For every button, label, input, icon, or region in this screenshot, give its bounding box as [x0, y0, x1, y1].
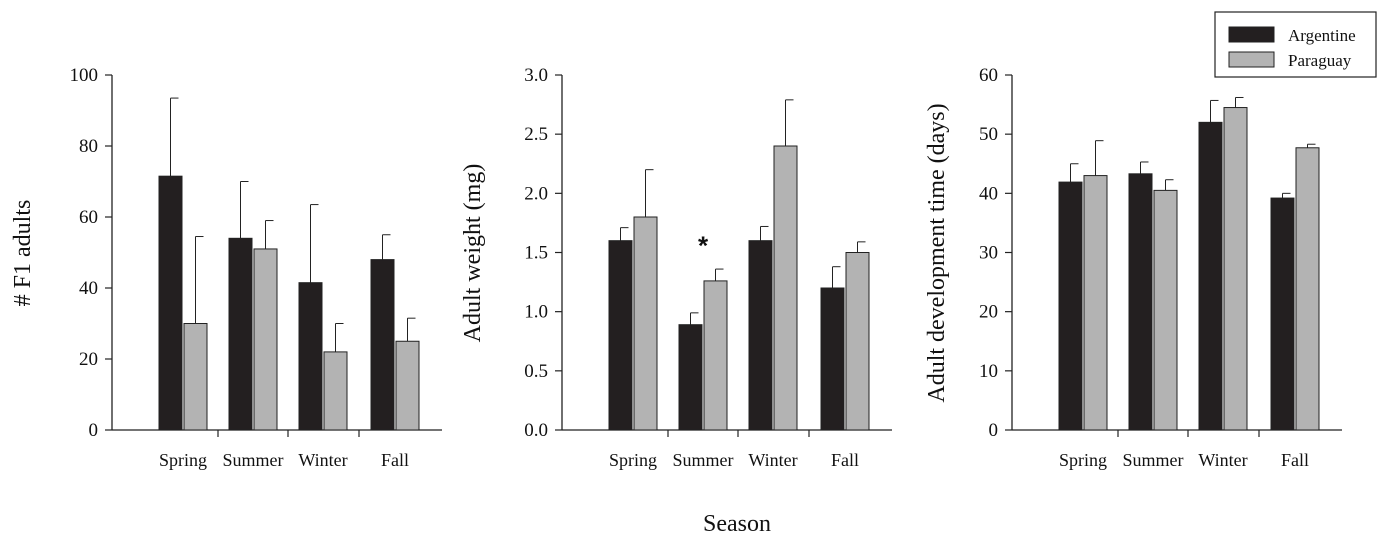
y-tick-label: 0: [989, 420, 999, 441]
y-tick-label: 0.0: [524, 420, 548, 441]
category-label-winter: Winter: [748, 450, 797, 470]
category-label-fall: Fall: [381, 450, 409, 470]
y-tick-label: 100: [70, 65, 99, 86]
bar-paraguay-winter: [323, 351, 348, 431]
category-label-spring: Spring: [609, 450, 657, 470]
bar-paraguay-fall: [395, 340, 420, 431]
bar-argentine-summer: [1128, 173, 1153, 431]
y-tick-label: 1.5: [524, 243, 548, 264]
chart-panel-3: 0 10 20 30 40 50 60 Spring Summer Winter Fall Adult…: [924, 65, 1342, 470]
chart-panel-2: 0.0 0.5 1.0 1.5 2.0 2.5 3.0 Spring Summer Winter F…: [460, 65, 892, 470]
category-label-fall: Fall: [1281, 450, 1309, 470]
legend-label-paraguay: Paraguay: [1288, 51, 1352, 70]
bar-paraguay-fall: [845, 252, 870, 431]
y-tick-label: 20: [79, 349, 98, 370]
bar-paraguay-summer: [703, 280, 728, 431]
legend-label-argentine: Argentine: [1288, 26, 1356, 45]
y-axis-title: # F1 adults: [10, 200, 36, 307]
bar-argentine-winter: [298, 282, 323, 431]
bar-argentine-fall: [370, 259, 395, 431]
legend: Argentine Paraguay: [1214, 11, 1377, 78]
category-label-summer: Summer: [673, 450, 734, 470]
chart-panel-1: 0 20 40 60 80 100 Spring Summer Winter Fall # F1 a…: [10, 65, 442, 470]
y-tick-label: 0: [89, 420, 99, 441]
bar-argentine-winter: [1198, 121, 1223, 431]
y-tick-label: 40: [979, 183, 998, 204]
bar-paraguay-summer: [253, 248, 278, 431]
category-label-winter: Winter: [1198, 450, 1247, 470]
bar-argentine-winter: [748, 240, 773, 431]
y-tick-label: 60: [79, 207, 98, 228]
y-axis-title: Adult development time (days): [924, 103, 950, 402]
bar-argentine-fall: [1270, 197, 1295, 431]
y-tick-label: 3.0: [524, 65, 548, 86]
bar-paraguay-summer: [1153, 189, 1178, 431]
bar-argentine-spring: [1058, 181, 1083, 431]
y-tick-label: 30: [979, 243, 998, 264]
category-label-summer: Summer: [223, 450, 284, 470]
y-tick-label: 50: [979, 124, 998, 145]
bar-paraguay-spring: [183, 323, 208, 431]
bar-argentine-summer: [678, 324, 703, 431]
y-tick-label: 10: [979, 361, 998, 382]
y-tick-label: 2.5: [524, 124, 548, 145]
x-axis-title: Season: [703, 511, 771, 533]
y-tick-label: 1.0: [524, 302, 548, 323]
category-label-spring: Spring: [159, 450, 207, 470]
bar-argentine-summer: [228, 237, 253, 431]
category-label-fall: Fall: [831, 450, 859, 470]
y-tick-label: 20: [979, 302, 998, 323]
y-tick-label: 80: [79, 136, 98, 157]
bar-argentine-spring: [158, 175, 183, 431]
significance-annotation: *: [698, 230, 709, 260]
bar-paraguay-winter: [773, 145, 798, 431]
category-label-spring: Spring: [1059, 450, 1107, 470]
category-label-winter: Winter: [298, 450, 347, 470]
bar-paraguay-winter: [1223, 107, 1248, 431]
y-tick-label: 40: [79, 278, 98, 299]
legend-swatch-paraguay: [1228, 51, 1275, 68]
y-axis-title: Adult weight (mg): [460, 164, 486, 343]
bar-paraguay-spring: [1083, 175, 1108, 431]
y-tick-label: 2.0: [524, 183, 548, 204]
bar-paraguay-fall: [1295, 147, 1320, 431]
legend-swatch-argentine: [1228, 26, 1275, 43]
category-label-summer: Summer: [1123, 450, 1184, 470]
y-tick-label: 60: [979, 65, 998, 86]
bar-argentine-spring: [608, 240, 633, 431]
y-tick-label: 0.5: [524, 361, 548, 382]
bar-argentine-fall: [820, 287, 845, 431]
bar-paraguay-spring: [633, 216, 658, 431]
